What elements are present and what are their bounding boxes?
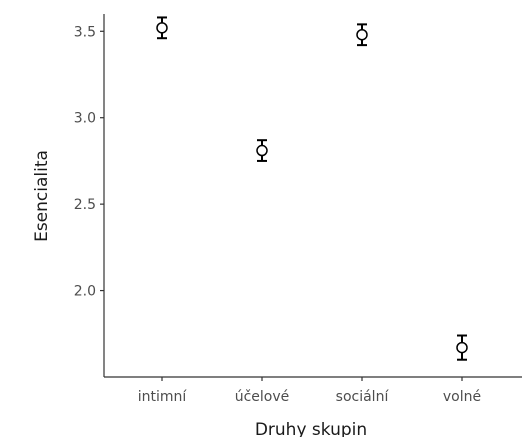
data-point (256, 144, 268, 157)
y-tick-label: 2.5 (74, 197, 96, 213)
x-tick-label: sociální (336, 389, 390, 405)
data-point (156, 22, 168, 34)
x-axis-ticks: intimní účelové sociální volné (138, 377, 481, 405)
y-tick-label: 2.0 (74, 284, 96, 300)
y-axis-ticks: 2.0 2.5 3.0 3.5 (74, 24, 104, 300)
x-tick-label: intimní (138, 389, 188, 405)
data-point-group (456, 334, 468, 361)
data-point (456, 341, 468, 354)
data-marks (156, 16, 468, 361)
x-tick-label: účelové (235, 389, 290, 405)
data-point-group (356, 23, 368, 47)
data-point-group (256, 139, 268, 162)
data-point-group (156, 16, 168, 40)
y-tick-label: 3.0 (74, 111, 96, 127)
y-axis-title: Esencialita (32, 150, 52, 242)
data-point (356, 28, 368, 41)
y-tick-label: 3.5 (74, 24, 96, 40)
x-axis-title: Druhy skupin (255, 420, 367, 437)
x-tick-label: volné (443, 389, 481, 405)
